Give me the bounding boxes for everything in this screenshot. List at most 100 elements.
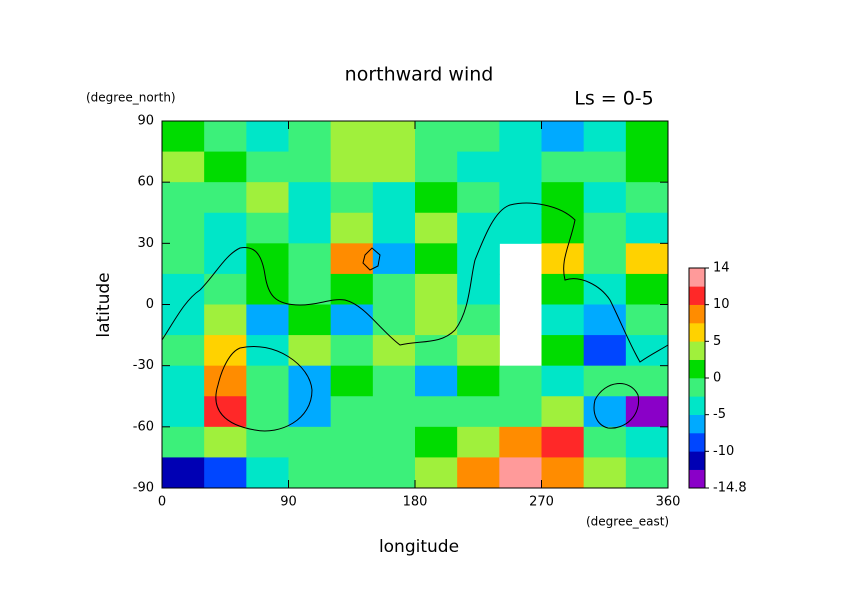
coastline [593, 383, 640, 429]
cell [499, 151, 542, 183]
cell [415, 182, 458, 214]
colorbar-band [689, 433, 705, 452]
x-tick-label: 90 [280, 495, 297, 510]
cell [372, 426, 416, 458]
cell [625, 243, 669, 275]
field [162, 121, 669, 489]
cell [583, 335, 627, 367]
cell [204, 273, 247, 305]
cell [457, 182, 500, 214]
cell [372, 273, 416, 305]
x-tick-label: 270 [529, 495, 554, 510]
cell [541, 243, 585, 275]
colorbar-band [689, 396, 705, 415]
cell [162, 121, 205, 153]
cell [415, 365, 458, 397]
cell [204, 426, 247, 458]
colorbar-band [689, 286, 705, 305]
cell [583, 273, 627, 305]
cell [204, 396, 247, 428]
cell [246, 396, 289, 428]
cell [372, 212, 416, 244]
cell [246, 121, 289, 153]
cell [330, 121, 374, 153]
cell [288, 182, 332, 214]
cell [330, 243, 374, 275]
cell [499, 212, 542, 244]
cell [541, 151, 585, 183]
colorbar-tick-label: 14 [713, 261, 730, 276]
cell [457, 335, 500, 367]
cell [541, 121, 585, 153]
cell [625, 426, 669, 458]
cell [457, 426, 500, 458]
cell [288, 304, 332, 336]
cell [415, 151, 458, 183]
colorbar-band [689, 414, 705, 434]
colorbar-band [689, 323, 705, 342]
cell [246, 273, 289, 305]
cell [330, 457, 374, 489]
cell [625, 182, 669, 214]
cell [162, 304, 205, 336]
cell [162, 212, 205, 244]
cell [415, 304, 458, 336]
cell [246, 365, 289, 397]
cell [330, 396, 374, 428]
cell [288, 457, 332, 489]
x-tick-label: 0 [158, 495, 166, 510]
cell [246, 212, 289, 244]
colorbar-band [689, 469, 705, 489]
cell [625, 457, 669, 489]
y-tick-label: -60 [133, 419, 154, 434]
cell [457, 304, 500, 336]
cell [583, 182, 627, 214]
y-unit: (degree_north) [86, 91, 176, 105]
cell [499, 396, 542, 428]
cell [457, 243, 500, 275]
cell [162, 365, 205, 397]
cell [288, 151, 332, 183]
cell [162, 335, 205, 367]
cell [457, 273, 500, 305]
cell [457, 151, 500, 183]
cell [541, 426, 585, 458]
colorbar-band [689, 341, 705, 360]
cell [204, 212, 247, 244]
cell [162, 273, 205, 305]
cell [625, 212, 669, 244]
cell [457, 457, 500, 489]
cell [246, 457, 289, 489]
cell [204, 304, 247, 336]
colorbar: 14 10 5 0 -5 -10 -14.8 [688, 261, 747, 496]
cell [246, 151, 289, 183]
cell [372, 304, 416, 336]
cell [288, 426, 332, 458]
cell [162, 457, 205, 489]
cell [204, 121, 247, 153]
cell [415, 396, 458, 428]
chart-title: northward wind [345, 64, 494, 86]
y-tick-label: 30 [137, 236, 154, 251]
cell [162, 182, 205, 214]
cell [372, 457, 416, 489]
cell [246, 182, 289, 214]
colorbar-tick-label: -5 [713, 407, 726, 422]
colorbar-tick-label: 5 [713, 334, 721, 349]
coastline [362, 247, 381, 271]
y-tick-label: 90 [137, 114, 154, 129]
x-unit: (degree_east) [586, 515, 669, 529]
cell [415, 243, 458, 275]
cell [541, 396, 585, 428]
cell [541, 335, 585, 367]
cell [372, 182, 416, 214]
cell [583, 212, 627, 244]
cell [204, 151, 247, 183]
chart-subtitle: Ls = 0-5 [574, 88, 654, 110]
cell [625, 335, 669, 367]
cell [415, 121, 458, 153]
x-axis-label: longitude [379, 537, 459, 557]
cell [625, 396, 669, 428]
cell [457, 365, 500, 397]
